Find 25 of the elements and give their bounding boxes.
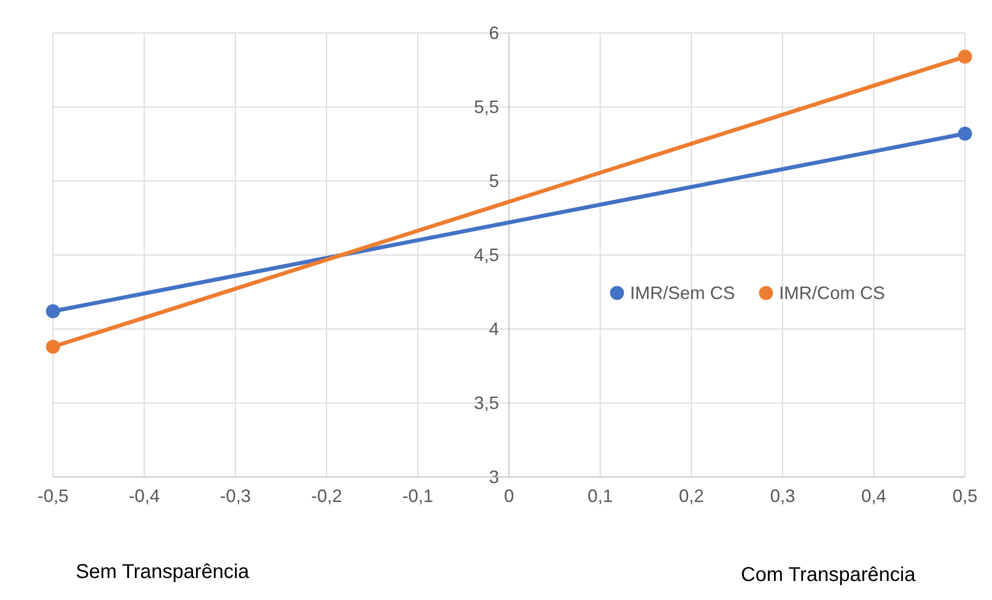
x-tick-label: 0,3 [770,486,796,506]
x-tick-label: -0,1 [402,486,434,506]
x-tick-label: 0 [504,486,514,506]
y-tick-label: 3,5 [474,392,499,413]
text: Sem Transparência [76,561,250,583]
x-tick-label: -0,5 [37,486,69,506]
y-tick-label: 5 [488,170,499,191]
point [46,304,60,318]
legend-label: IMR/Com CS [779,283,886,303]
y-tick-label: 4,5 [474,244,499,265]
x-tick-label: -0,3 [220,486,251,506]
point [46,340,60,354]
text: Com Transparência [740,564,916,586]
y-tick-label: 4 [488,318,499,339]
point [958,50,972,64]
x-tick-label: 0,5 [952,486,978,506]
x-tick-label: -0,4 [128,486,160,506]
point [958,126,972,141]
x-tick-label: 0,1 [588,486,613,506]
x-tick-label: -0,2 [311,486,342,506]
y-tick-label: 6 [488,22,499,43]
x-tick-label: 0,4 [861,486,886,506]
x-tick-label: 0,2 [678,486,704,506]
y-tick-label: 5,5 [474,96,499,117]
legend-label: IMR/Sem CS [630,283,736,303]
